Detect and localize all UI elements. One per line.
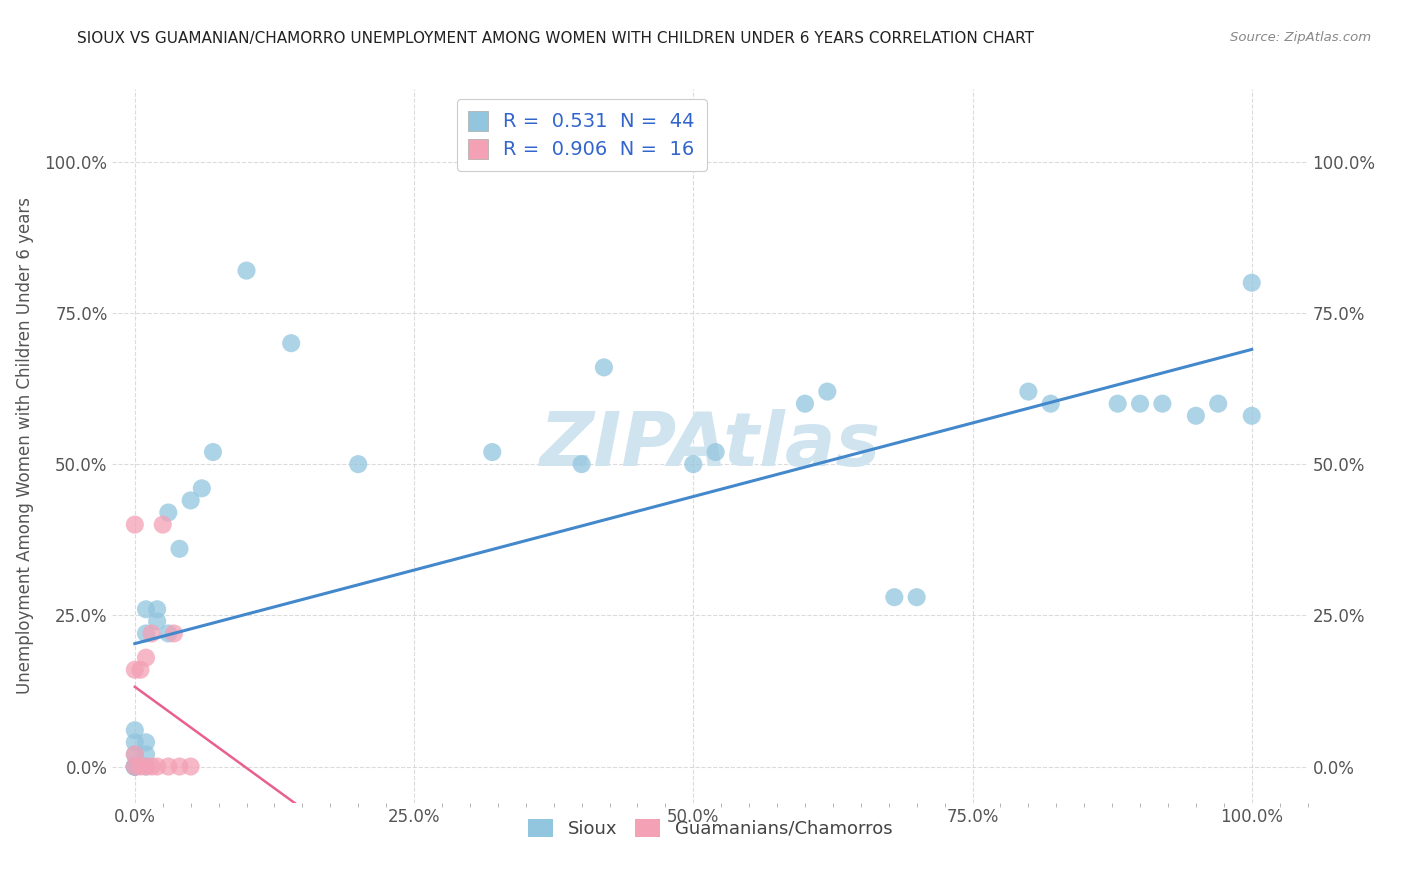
Point xyxy=(146,759,169,773)
Point xyxy=(571,457,593,471)
Point xyxy=(794,397,817,411)
Point xyxy=(593,360,616,375)
Point xyxy=(235,263,257,277)
Point xyxy=(135,759,157,773)
Point xyxy=(124,747,146,762)
Point xyxy=(124,759,146,773)
Point xyxy=(124,735,146,749)
Point xyxy=(1039,397,1062,411)
Legend: Sioux, Guamanians/Chamorros: Sioux, Guamanians/Chamorros xyxy=(520,812,900,845)
Point xyxy=(1206,397,1229,411)
Point xyxy=(152,517,174,532)
Point xyxy=(141,759,163,773)
Point xyxy=(1017,384,1039,399)
Point xyxy=(169,541,191,556)
Point xyxy=(124,759,146,773)
Point xyxy=(129,759,152,773)
Point xyxy=(129,663,152,677)
Point xyxy=(180,493,202,508)
Point xyxy=(682,457,704,471)
Point xyxy=(1152,397,1174,411)
Point xyxy=(1129,397,1152,411)
Point xyxy=(124,517,146,532)
Point xyxy=(146,602,169,616)
Point xyxy=(180,759,202,773)
Text: ZIPAtlas: ZIPAtlas xyxy=(540,409,880,483)
Point xyxy=(124,759,146,773)
Point xyxy=(883,590,905,604)
Point xyxy=(135,602,157,616)
Point xyxy=(481,445,503,459)
Point xyxy=(347,457,370,471)
Point xyxy=(135,747,157,762)
Point xyxy=(704,445,727,459)
Point xyxy=(1240,409,1263,423)
Point xyxy=(124,759,146,773)
Point xyxy=(141,626,163,640)
Point xyxy=(124,723,146,738)
Point xyxy=(135,626,157,640)
Y-axis label: Unemployment Among Women with Children Under 6 years: Unemployment Among Women with Children U… xyxy=(15,197,34,695)
Point xyxy=(135,735,157,749)
Point xyxy=(169,759,191,773)
Point xyxy=(146,615,169,629)
Point xyxy=(124,759,146,773)
Point xyxy=(1240,276,1263,290)
Point xyxy=(1185,409,1208,423)
Point xyxy=(905,590,928,604)
Text: SIOUX VS GUAMANIAN/CHAMORRO UNEMPLOYMENT AMONG WOMEN WITH CHILDREN UNDER 6 YEARS: SIOUX VS GUAMANIAN/CHAMORRO UNEMPLOYMENT… xyxy=(77,31,1035,46)
Point xyxy=(280,336,302,351)
Text: Source: ZipAtlas.com: Source: ZipAtlas.com xyxy=(1230,31,1371,45)
Point xyxy=(135,650,157,665)
Point xyxy=(157,506,180,520)
Point xyxy=(157,759,180,773)
Point xyxy=(815,384,838,399)
Point xyxy=(201,445,224,459)
Point xyxy=(124,759,146,773)
Point xyxy=(135,759,157,773)
Point xyxy=(1107,397,1129,411)
Point xyxy=(124,759,146,773)
Point xyxy=(191,481,214,495)
Point xyxy=(163,626,186,640)
Point xyxy=(124,663,146,677)
Point xyxy=(124,747,146,762)
Point xyxy=(124,759,146,773)
Point xyxy=(157,626,180,640)
